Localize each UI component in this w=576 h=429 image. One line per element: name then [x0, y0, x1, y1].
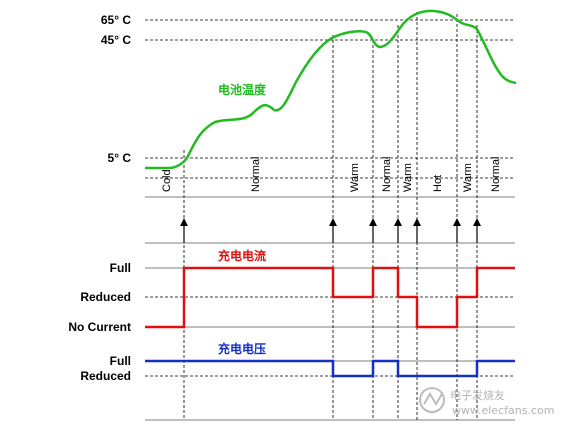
voltage-full-label: Full — [110, 354, 131, 368]
temperature-title: 电池温度 — [218, 82, 267, 97]
zone-label-hot: Hot — [432, 175, 444, 192]
current-waveform — [145, 266, 515, 329]
reference-lines — [145, 196, 515, 421]
threshold-65-label: 65° C — [101, 13, 131, 27]
arrow-1 — [180, 218, 188, 243]
threshold-5-label: 5° C — [108, 151, 132, 165]
transition-lines — [183, 12, 478, 420]
watermark-logo-mark-icon — [423, 392, 443, 406]
arrow-2 — [329, 218, 337, 243]
voltage-title: 充电电压 — [218, 341, 266, 356]
arrows — [180, 218, 481, 243]
current-none-label: No Current — [68, 320, 131, 334]
voltage-reduced-label: Reduced — [80, 369, 131, 383]
zone-label-warm-2: Warm — [402, 163, 414, 192]
current-full-label: Full — [110, 261, 131, 275]
zone-label-warm-1: Warm — [349, 163, 361, 192]
current-reduced-label: Reduced — [80, 290, 131, 304]
arrow-5 — [413, 218, 421, 243]
zone-label-warm-3: Warm — [462, 163, 474, 192]
arrow-3 — [369, 218, 377, 243]
zone-label-normal-3: Normal — [490, 157, 502, 192]
watermark-logo-icon — [419, 387, 445, 413]
zone-label-normal-2: Normal — [381, 157, 393, 192]
arrow-4 — [394, 218, 402, 243]
guide-lines — [145, 19, 515, 377]
watermark-url: www.elecfans.com — [452, 404, 554, 417]
threshold-45-label: 45° C — [101, 33, 131, 47]
temperature-curve — [145, 9, 517, 170]
watermark-text: 电子发烧友 — [450, 388, 505, 402]
watermark: 电子发烧友 www.elecfans.com — [419, 387, 554, 417]
arrow-7 — [473, 218, 481, 243]
current-title: 充电电流 — [218, 248, 266, 263]
zone-label-normal-1: Normal — [250, 157, 262, 192]
voltage-waveform — [145, 359, 515, 378]
arrow-6 — [453, 218, 461, 243]
zone-label-cold: Cold — [161, 169, 173, 192]
